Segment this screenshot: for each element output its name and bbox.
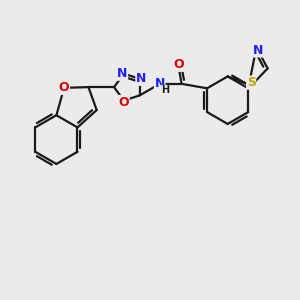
Text: N: N [136,72,146,85]
Text: N: N [154,77,165,90]
Text: H: H [162,85,170,95]
Text: N: N [117,67,128,80]
Text: O: O [59,81,69,94]
Text: N: N [253,44,263,57]
Text: O: O [173,58,184,71]
Text: S: S [247,76,256,89]
Text: O: O [118,95,129,109]
